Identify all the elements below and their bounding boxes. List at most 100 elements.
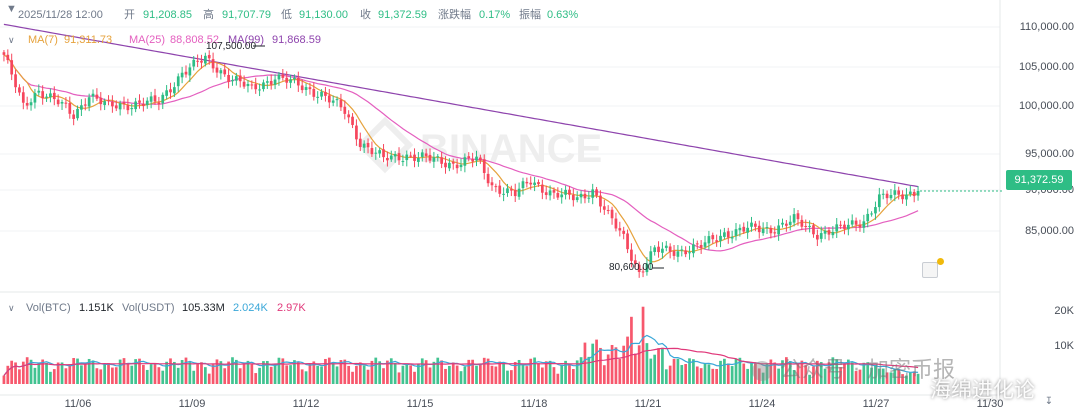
volume-bar [548, 360, 552, 384]
candle [238, 75, 242, 82]
candle [281, 74, 285, 78]
volume-bar [389, 358, 393, 384]
volume-bar [916, 373, 920, 384]
volume-bar [308, 363, 312, 384]
scroll-to-latest-icon[interactable]: ↧ [1044, 396, 1054, 407]
candle [688, 252, 691, 254]
ma25-label[interactable]: MA(25) [129, 34, 166, 46]
volume-bar [142, 364, 145, 384]
chart-settings-icon[interactable] [922, 262, 938, 278]
candle [750, 222, 753, 227]
volume-bar [905, 375, 908, 384]
vol-usdt-label[interactable]: Vol(USDT) [122, 302, 175, 314]
candle [812, 225, 815, 235]
volume-bar [25, 357, 29, 384]
volume-bar [188, 362, 192, 384]
volume-bar [761, 372, 765, 384]
ma99-label[interactable]: MA(99) [228, 34, 265, 46]
volume-bar [502, 362, 505, 384]
candle [618, 228, 622, 231]
candle [444, 162, 447, 168]
price-axis-tick: 85,000.00 [1025, 225, 1074, 237]
candle [293, 77, 296, 80]
candle [393, 154, 397, 157]
candle [606, 209, 610, 211]
candle [316, 96, 320, 98]
candle [308, 87, 312, 90]
volume-bar [730, 366, 734, 384]
volume-bar [211, 364, 215, 384]
time-axis-tick: 11/30 [976, 398, 1004, 410]
candle [370, 148, 374, 155]
candle [219, 70, 223, 74]
vol-btc-label[interactable]: Vol(BTC) [26, 302, 71, 314]
candle [200, 60, 203, 63]
candle [513, 189, 517, 197]
volume-bar [227, 361, 230, 384]
volume-bar [126, 363, 130, 384]
candle [95, 94, 99, 99]
candle [715, 240, 719, 242]
ma99-series [3, 23, 919, 188]
candle [862, 221, 866, 228]
open-label: 开 [124, 9, 135, 21]
volume-bar [901, 374, 904, 384]
candle [486, 173, 490, 184]
volume-bar [21, 361, 25, 384]
candle [881, 193, 885, 195]
candle [339, 99, 343, 108]
ma-toggle-chevron-icon[interactable]: ∨ [8, 35, 15, 45]
candle [796, 213, 800, 220]
volume-bar [877, 368, 881, 384]
candle [25, 102, 29, 106]
wechat-watermark: 公众号 · 加密币报 [752, 352, 955, 384]
price-axis-tick: 100,000.00 [1018, 100, 1074, 112]
volume-bar [312, 361, 316, 384]
volume-bar [723, 358, 726, 384]
chevron-down-icon[interactable]: ▼ [6, 3, 17, 15]
candle [424, 153, 428, 156]
time-axis-tick: 11/12 [292, 398, 320, 410]
candle [893, 190, 897, 195]
candle [467, 156, 471, 159]
volume-bar [610, 344, 614, 384]
volume-bar [591, 343, 595, 384]
candle [262, 82, 265, 90]
volume-bar [351, 371, 354, 384]
candle [277, 74, 281, 80]
candle [362, 143, 366, 148]
wechat-name: 海绵进化论 [930, 378, 1035, 402]
candle [808, 225, 811, 227]
candle [602, 206, 606, 210]
candle [664, 245, 668, 248]
volume-bar [754, 362, 757, 384]
volume-bar [196, 364, 199, 384]
price-axis-tick: 95,000.00 [1025, 148, 1074, 160]
candle [544, 192, 548, 195]
candle [114, 105, 118, 109]
volume-bar [661, 347, 664, 384]
volume-bar [571, 369, 575, 384]
candle [897, 190, 901, 195]
vol-toggle-chevron-icon[interactable]: ∨ [8, 303, 15, 313]
time-axis-tick: 11/15 [406, 398, 434, 410]
volume-bar [486, 358, 490, 384]
vol-ma-a-value: 2.024K [233, 302, 268, 314]
volume-bar [614, 347, 618, 384]
time-axis-tick: 11/06 [64, 398, 92, 410]
candle [901, 194, 904, 200]
candle [358, 138, 362, 148]
candle [870, 213, 873, 215]
volume-bar [173, 361, 176, 384]
ma7-label[interactable]: MA(7) [28, 34, 58, 46]
candle [176, 76, 180, 87]
candle [831, 231, 835, 236]
candle [389, 155, 393, 160]
volume-bar [285, 365, 289, 384]
volume-bar [866, 362, 870, 384]
volume-bar [76, 358, 79, 384]
wechat-prefix: 公众号 · 加密币报 [780, 358, 955, 383]
volume-bar [324, 358, 327, 384]
